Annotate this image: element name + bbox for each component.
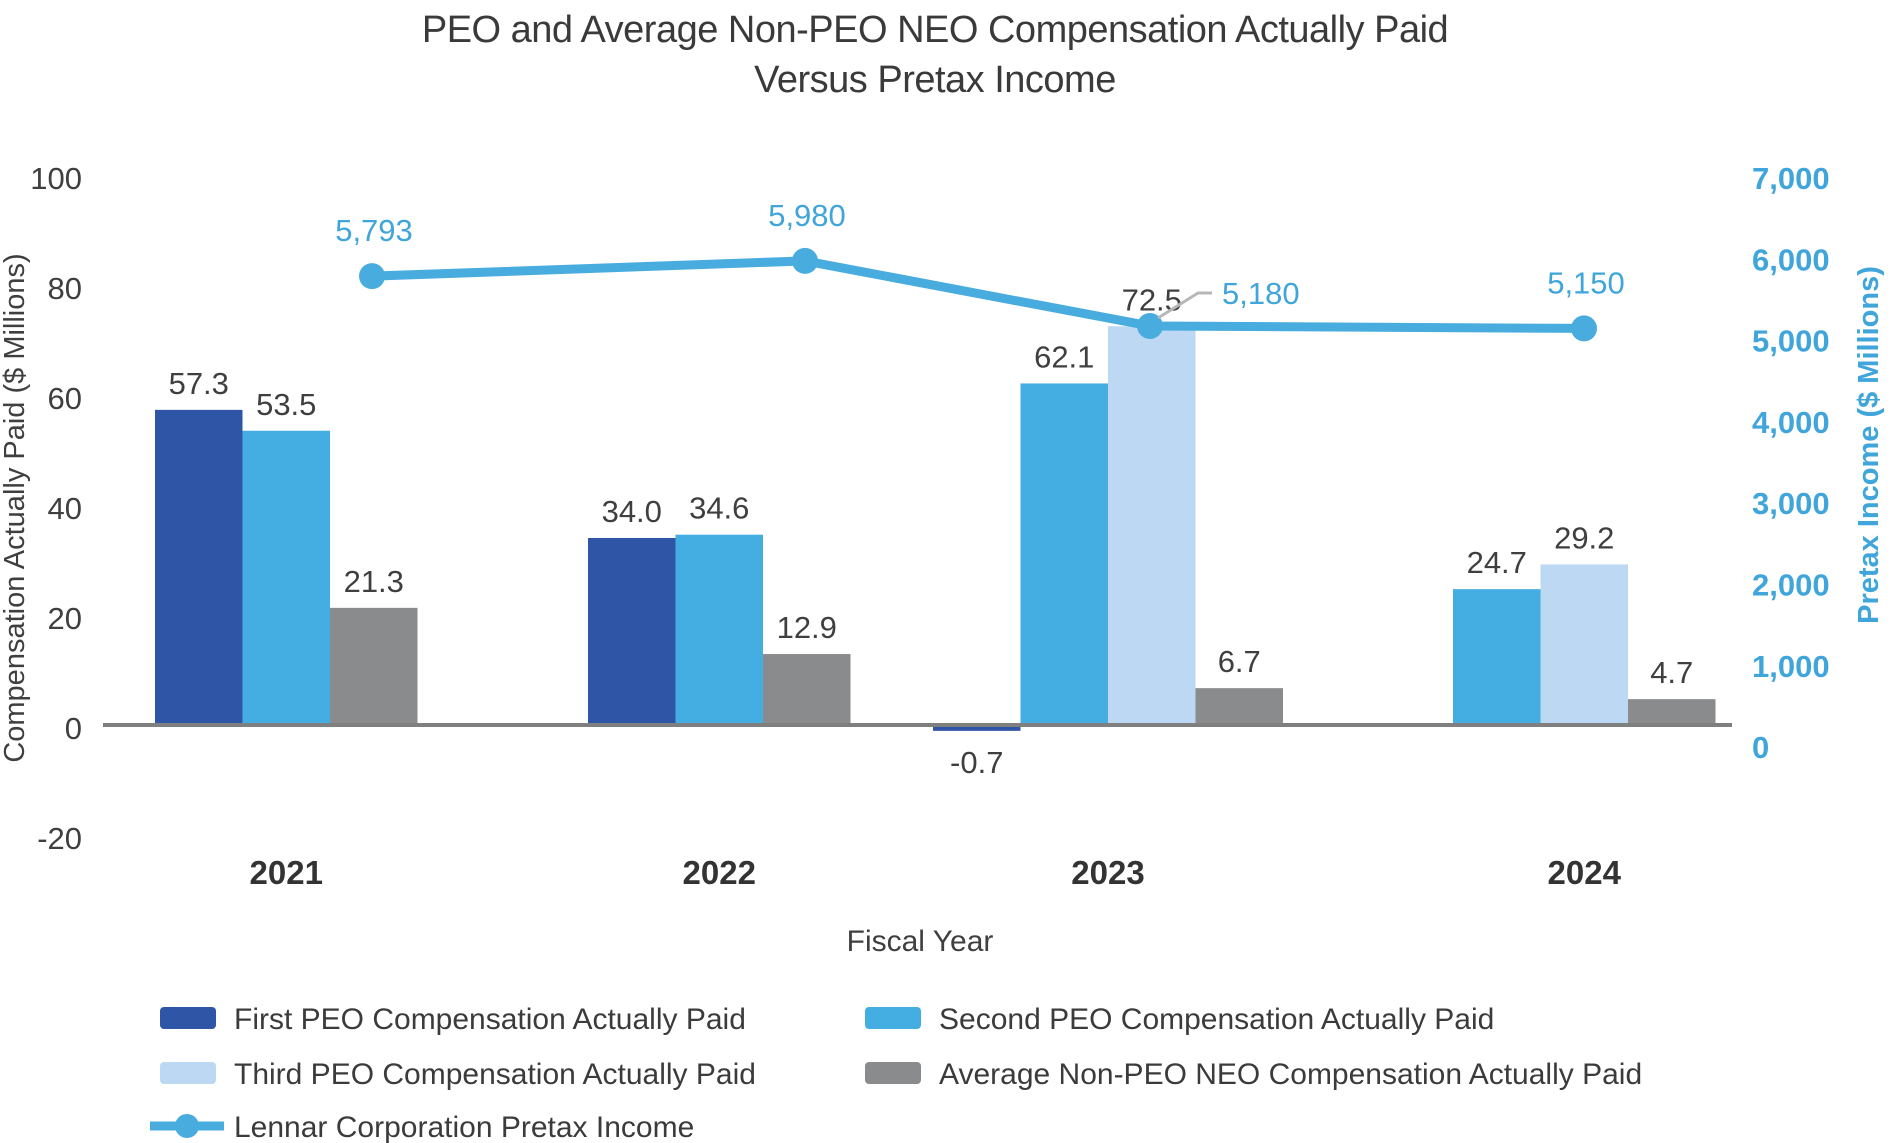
line-label-2024: 5,150 [1547,265,1625,300]
bar-first-peo-2021 [155,409,243,725]
right-tick-0: 0 [1752,730,1769,765]
bar-avg-non-peo-neo-2022 [763,654,851,725]
bar-label-second-peo-2024: 24.7 [1467,545,1527,580]
bar-first-peo-2022 [588,538,676,725]
bar-label-avg-non-peo-neo-2023: 6.7 [1218,644,1261,679]
legend-item-avg-non-peo: Average Non-PEO NEO Compensation Actuall… [865,1058,1642,1091]
left-tick-40: 40 [48,491,82,526]
bar-value-labels: 57.3 53.5 21.3 34.0 34.6 12.9 -0.7 62.1 72.5 6.7 2… [169,282,1694,780]
x-axis-title: Fiscal Year [847,925,994,958]
legend-label-second-peo: Second PEO Compensation Actually Paid [939,1003,1494,1036]
bar-second-peo-2023 [1020,383,1108,725]
pretax-income-polyline [371,256,1585,333]
line-marker-2022 [792,247,818,274]
right-tick-4000: 4,000 [1752,405,1830,440]
bar-label-first-peo-2022: 34.0 [602,494,662,529]
line-label-2021: 5,793 [335,213,413,248]
left-tick-20: 20 [48,601,82,636]
bar-label-avg-non-peo-neo-2021: 21.3 [344,564,404,599]
chart-title-line2: Versus Pretax Income [754,59,1116,101]
right-axis-ticks: 7,000 6,000 5,000 4,000 3,000 2,000 1,000 0 [1752,161,1830,765]
pretax-income-line [359,247,1597,342]
chart-title-line1: PEO and Average Non-PEO NEO Compensation… [422,9,1448,51]
left-tick-80: 80 [48,271,82,306]
year-label-2023: 2023 [1071,854,1144,891]
legend-swatch-avg-non-peo [865,1062,921,1084]
left-tick-100: 100 [30,161,82,196]
bar-label-second-peo-2023: 62.1 [1034,339,1094,374]
legend-line-marker-icon [175,1114,199,1138]
bar-label-second-peo-2021: 53.5 [256,387,316,422]
left-tick--20: -20 [37,821,82,856]
legend-swatch-third-peo [160,1062,216,1084]
left-axis-title: Compensation Actually Paid ($ Millions) [0,253,31,762]
legend-label-avg-non-peo: Average Non-PEO NEO Compensation Actuall… [939,1058,1642,1091]
legend-swatch-first-peo [160,1007,216,1029]
legend-item-third-peo: Third PEO Compensation Actually Paid [160,1058,756,1091]
bar-third-peo-2024 [1540,564,1628,725]
bar-avg-non-peo-neo-2021 [330,607,418,725]
bar-label-first-peo-2023: -0.7 [950,745,1003,780]
bar-third-peo-2023 [1108,326,1196,725]
bar-groups [155,326,1716,731]
bar-avg-non-peo-neo-2024 [1628,699,1716,725]
bar-avg-non-peo-neo-2023 [1195,688,1283,725]
bar-second-peo-2022 [675,534,763,725]
year-label-2021: 2021 [250,854,323,891]
year-label-2024: 2024 [1548,854,1622,891]
bar-first-peo-2023 [933,727,1021,731]
left-axis-ticks: 100 80 60 40 20 0 -20 [30,161,82,856]
x-axis-year-labels: 2021 2022 2023 2024 [250,854,1622,891]
bar-label-avg-non-peo-neo-2022: 12.9 [777,610,837,645]
line-marker-2023 [1137,312,1163,339]
legend-label-pretax-line: Lennar Corporation Pretax Income [234,1111,694,1143]
line-label-2023: 5,180 [1222,276,1300,311]
bar-label-avg-non-peo-neo-2024: 4.7 [1650,655,1693,690]
right-tick-1000: 1,000 [1752,649,1830,684]
line-label-leader [1157,291,1212,320]
legend: First PEO Compensation Actually Paid Sec… [150,1003,1642,1143]
right-tick-7000: 7,000 [1752,161,1830,196]
bar-label-first-peo-2021: 57.3 [169,366,229,401]
line-value-labels: 5,793 5,980 5,180 5,150 [335,198,1625,320]
line-marker-2024 [1571,315,1597,342]
year-label-2022: 2022 [683,854,756,891]
legend-item-pretax-line: Lennar Corporation Pretax Income [150,1111,694,1143]
right-tick-2000: 2,000 [1752,568,1830,603]
left-tick-60: 60 [48,381,82,416]
right-tick-3000: 3,000 [1752,486,1830,521]
bar-label-third-peo-2024: 29.2 [1554,520,1614,555]
left-tick-0: 0 [65,711,82,746]
right-tick-5000: 5,000 [1752,324,1830,359]
legend-label-first-peo: First PEO Compensation Actually Paid [234,1003,746,1036]
bar-label-second-peo-2022: 34.6 [689,491,749,526]
bar-second-peo-2024 [1453,589,1541,725]
legend-swatch-second-peo [865,1007,921,1029]
line-label-2022: 5,980 [768,198,846,233]
line-marker-2021 [359,263,385,290]
bar-second-peo-2021 [242,430,330,725]
right-tick-6000: 6,000 [1752,242,1830,277]
legend-item-second-peo: Second PEO Compensation Actually Paid [865,1003,1494,1036]
bar-label-third-peo-2023: 72.5 [1122,282,1182,317]
legend-item-first-peo: First PEO Compensation Actually Paid [160,1003,746,1036]
legend-label-third-peo: Third PEO Compensation Actually Paid [234,1058,756,1091]
right-axis-title: Pretax Income ($ Millions) [1853,266,1885,624]
